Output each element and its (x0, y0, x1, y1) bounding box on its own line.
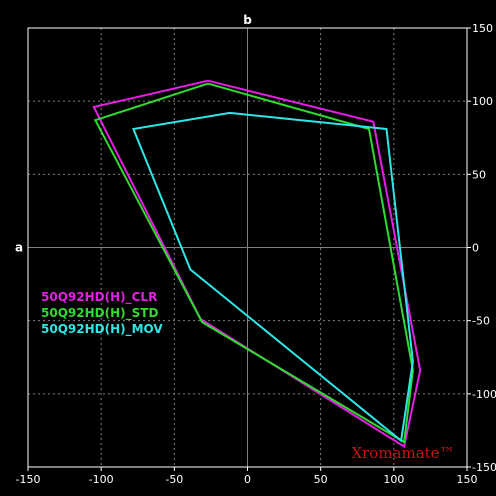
y-axis-label: b (243, 13, 252, 27)
series-line-2 (93, 82, 414, 444)
center-axes (28, 28, 467, 467)
legend-item-1: 50Q92HD(H)_CLR (41, 290, 157, 305)
legend-item-3: 50Q92HD(H)_MOV (41, 322, 163, 337)
x-tick-label: 0 (244, 473, 251, 486)
y-tick-labels: 150 100 50 0 -50 -100 -150 (467, 22, 496, 474)
y-tick-label: 50 (472, 168, 486, 181)
y-tick-label: 0 (472, 242, 479, 255)
x-axis-label: a (15, 241, 23, 255)
y-tick-label: -50 (472, 315, 490, 328)
x-tick-label: -50 (165, 473, 183, 486)
y-tick-label: -100 (472, 388, 496, 401)
legend: 50Q92HD(H)_CLR50Q92HD(H)_STD50Q92HD(H)_M… (41, 290, 163, 337)
y-tick-label: 100 (472, 95, 493, 108)
x-tick-label: -100 (89, 473, 114, 486)
x-tick-label: 150 (457, 473, 478, 486)
y-tick-label: 150 (472, 22, 493, 35)
x-tick-label: -150 (16, 473, 41, 486)
y-tick-label: -150 (472, 461, 496, 474)
x-tick-label: 50 (314, 473, 328, 486)
series-group (92, 79, 422, 449)
series-line-1 (92, 79, 422, 449)
x-tick-label: 100 (383, 473, 404, 486)
x-tick-labels: -150 -100 -50 0 50 100 150 (16, 467, 478, 486)
series-line-3 (132, 111, 414, 443)
legend-item-2: 50Q92HD(H)_STD (41, 306, 158, 321)
watermark-logo: Xromamate™ (351, 444, 454, 462)
